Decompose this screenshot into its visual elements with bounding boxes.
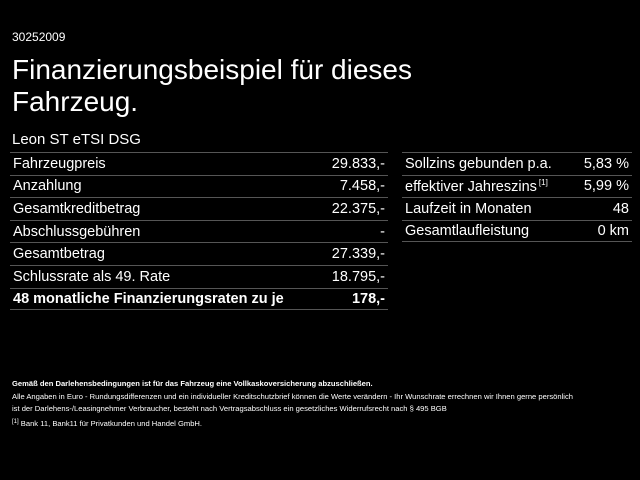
label-text: Anzahlung: [13, 178, 82, 195]
label-text: Laufzeit in Monaten: [405, 200, 532, 217]
row-value: 18.795,-: [331, 268, 385, 285]
left-table: Fahrzeugpreis 29.833,- Anzahlung 7.458,- Ges…: [10, 152, 388, 311]
row-label: Gesamtbetrag: [13, 246, 105, 262]
table-row: Gesamtkreditbetrag 22.375,-: [10, 197, 388, 220]
title-line: Fahrzeug.: [12, 86, 139, 117]
footer-line: Alle Angaben in Euro - Rundungsdifferenz…: [12, 392, 574, 401]
table-row: Laufzeit in Monaten 48: [402, 197, 632, 220]
right-table: Sollzins gebunden p.a. 5,83 % effektiver J…: [402, 152, 632, 243]
table-row: Fahrzeugpreis 29.833,-: [10, 152, 388, 175]
row-value: 29.833,-: [331, 155, 385, 172]
row-label: Anzahlung: [13, 178, 82, 194]
row-label: effektiver Jahreszins [1]: [405, 178, 548, 195]
table-row: effektiver Jahreszins [1] 5,99 %: [402, 174, 632, 198]
row-value: 7.458,-: [339, 178, 385, 195]
label-text: Gesamtlaufleistung: [405, 223, 530, 240]
footnote-text: Bank 11, Bank11 für Privatkunden und Han…: [20, 419, 203, 428]
row-label: Gesamtkreditbetrag: [13, 201, 140, 217]
row-label: Laufzeit in Monaten: [405, 201, 532, 217]
row-label: Schlussrate als 49. Rate: [13, 269, 170, 285]
row-value: 27.339,-: [331, 246, 385, 263]
label-text: 48 monatliche Finanzierungsraten zu je: [13, 290, 284, 307]
row-value: 5,83 %: [583, 155, 629, 172]
row-label: Sollzins gebunden p.a.: [405, 156, 552, 172]
note-marker: [1]: [538, 177, 548, 187]
row-label: Gesamtlaufleistung: [405, 223, 529, 239]
table-row: Gesamtbetrag 27.339,-: [10, 242, 388, 265]
label-text: Gesamtkreditbetrag: [13, 200, 141, 217]
table-row: Gesamtlaufleistung 0 km: [402, 219, 632, 243]
table-row: Anzahlung 7.458,-: [10, 174, 388, 198]
row-value: -: [380, 223, 385, 240]
title: Finanzierungsbeispiel für dieses Fahrzeu…: [12, 54, 412, 118]
row-value: 48: [612, 200, 629, 217]
footnote: [1] Bank 11, Bank11 für Privatkunden und…: [12, 419, 202, 428]
row-value: 0 km: [597, 223, 629, 240]
offer-code: 30252009: [12, 30, 66, 44]
row-label: Fahrzeugpreis: [13, 156, 106, 172]
label-text: Gesamtbetrag: [13, 246, 105, 263]
row-value: 5,99 %: [583, 178, 629, 195]
table-row: Schlussrate als 49. Rate 18.795,-: [10, 264, 388, 288]
model: Leon ST eTSI DSG: [12, 131, 141, 148]
label-text: Fahrzeugpreis: [13, 155, 106, 172]
footer-line: ist der Darlehens-/Leasingnehmer Verbrau…: [12, 404, 447, 413]
row-value: 22.375,-: [331, 200, 385, 217]
label-text: Abschlussgebühren: [13, 223, 141, 240]
row-label: 48 monatliche Finanzierungsraten zu je: [13, 291, 284, 307]
table-row: 48 monatliche Finanzierungsraten zu je 17…: [10, 287, 388, 311]
label-text: Schlussrate als 49. Rate: [13, 268, 171, 285]
label-text: effektiver Jahreszins: [405, 178, 537, 195]
label-text: Sollzins gebunden p.a.: [405, 155, 552, 172]
row-label: Abschlussgebühren: [13, 224, 140, 240]
table-row: Sollzins gebunden p.a. 5,83 %: [402, 152, 632, 175]
row-value: 178,-: [351, 290, 385, 307]
insurance-note: Gemäß den Darlehensbedingungen ist für d…: [12, 379, 373, 388]
table-row: Abschlussgebühren -: [10, 219, 388, 243]
footnote-marker: [1]: [12, 419, 19, 425]
title-line: Finanzierungsbeispiel für dieses: [12, 54, 412, 85]
